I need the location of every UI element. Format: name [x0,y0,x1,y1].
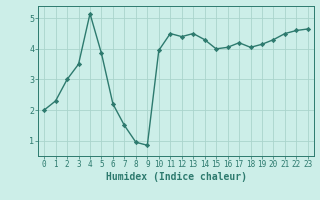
X-axis label: Humidex (Indice chaleur): Humidex (Indice chaleur) [106,172,246,182]
